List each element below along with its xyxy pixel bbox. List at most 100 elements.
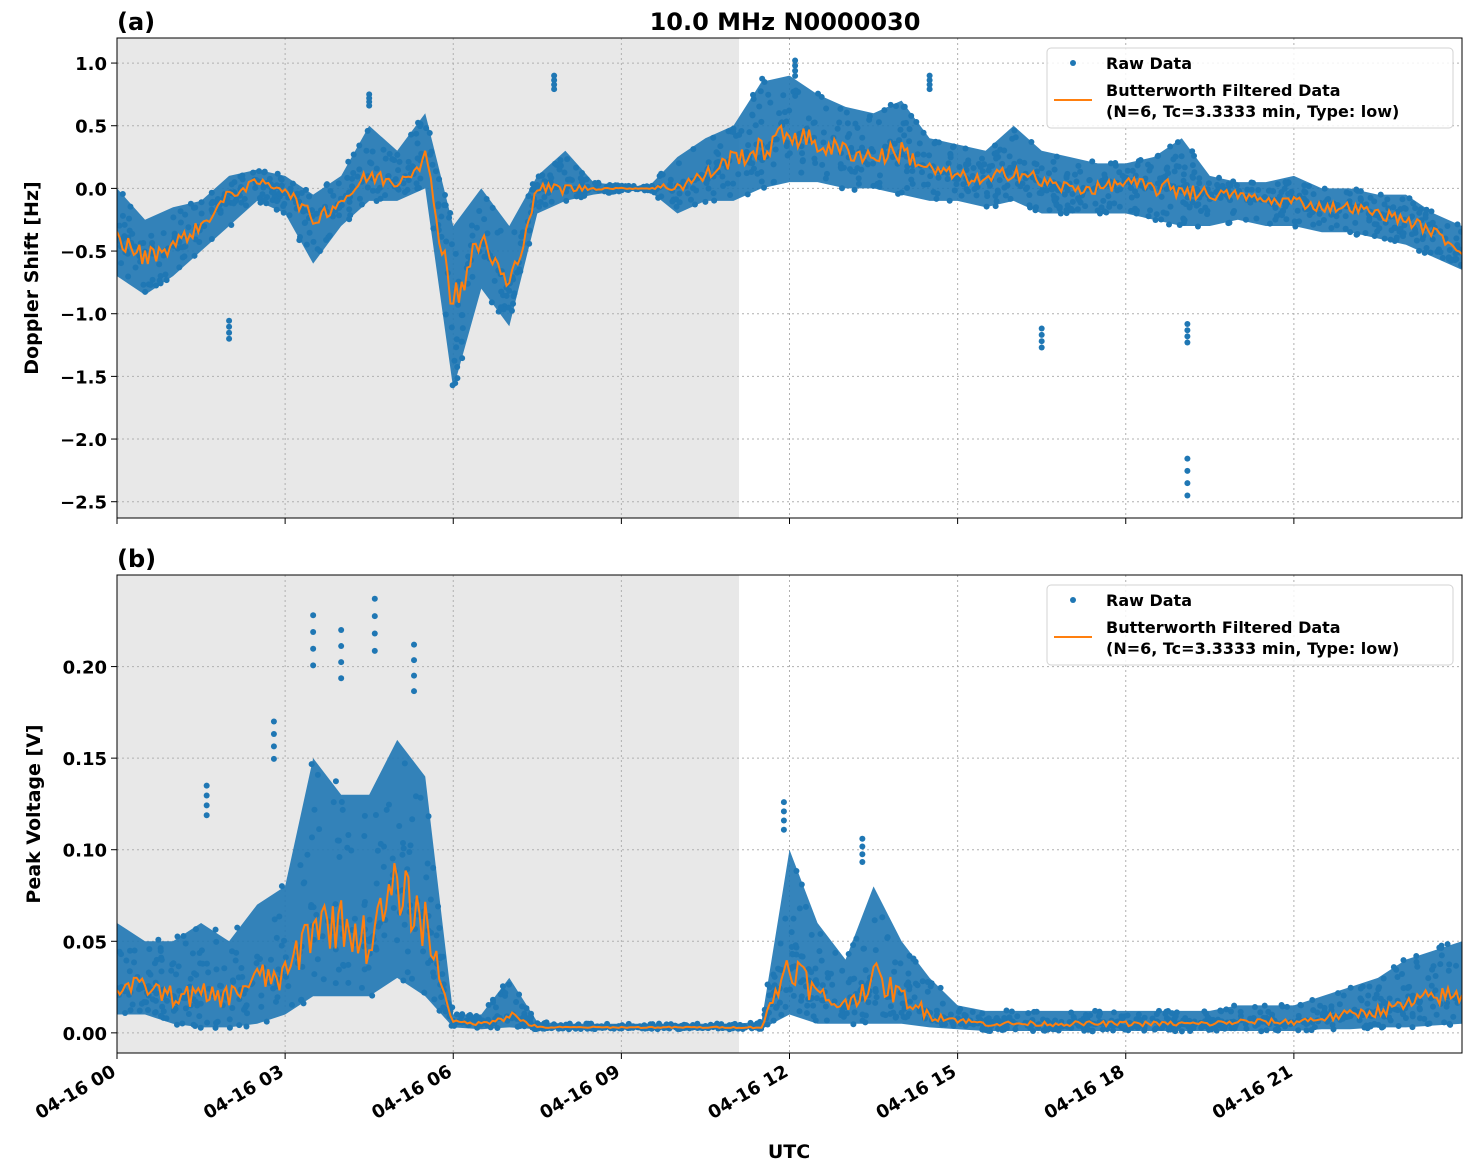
raw-data-point (1111, 200, 1118, 207)
raw-data-point (187, 200, 194, 207)
raw-data-point (793, 868, 800, 875)
raw-data-point (1400, 1011, 1407, 1018)
raw-data-point (1003, 1007, 1010, 1014)
raw-data-point (823, 1017, 830, 1024)
raw-data-point (979, 168, 986, 175)
raw-data-point (870, 160, 877, 167)
raw-data-point (1443, 1003, 1450, 1010)
raw-data-point (350, 170, 357, 177)
raw-data-point (908, 112, 915, 119)
raw-data-point (744, 191, 751, 198)
raw-data-point (969, 172, 976, 179)
raw-data-point (1052, 1017, 1059, 1024)
raw-data-point (715, 150, 722, 157)
raw-data-point (963, 162, 970, 169)
raw-data-point (394, 151, 401, 158)
raw-data-point (1250, 179, 1257, 186)
raw-data-point (1266, 187, 1273, 194)
raw-data-point (389, 855, 396, 862)
raw-data-point (469, 273, 476, 280)
raw-data-point (805, 115, 812, 122)
raw-data-point (1380, 998, 1387, 1005)
raw-data-point (488, 299, 495, 306)
raw-data-point (406, 848, 413, 855)
raw-data-point (1409, 1013, 1416, 1020)
raw-data-point (855, 180, 862, 187)
raw-data-point (366, 916, 373, 923)
raw-data-point (369, 187, 376, 194)
raw-data-point (258, 1003, 265, 1010)
raw-data-point (1006, 1014, 1013, 1021)
raw-data-point (927, 983, 934, 990)
raw-data-point (1069, 198, 1076, 205)
raw-data-point (173, 1021, 180, 1028)
raw-data-point (182, 211, 189, 218)
raw-data-point (687, 196, 694, 203)
raw-data-point (1230, 178, 1237, 185)
raw-data-outlier (551, 72, 558, 79)
raw-data-point (314, 956, 321, 963)
raw-data-point (381, 932, 388, 939)
raw-data-point (1223, 1006, 1230, 1013)
raw-data-outlier (226, 335, 233, 342)
raw-data-point (1128, 194, 1135, 201)
raw-data-point (1320, 216, 1327, 223)
raw-data-point (1227, 1008, 1234, 1015)
raw-data-point (1413, 953, 1420, 960)
raw-data-point (1135, 1011, 1142, 1018)
raw-data-point (1105, 193, 1112, 200)
raw-data-point (939, 1000, 946, 1007)
raw-data-point (466, 1012, 473, 1019)
raw-data-point (868, 146, 875, 153)
raw-data-point (983, 189, 990, 196)
raw-data-outlier (270, 743, 277, 750)
raw-data-point (212, 1024, 219, 1031)
raw-data-point (425, 813, 432, 820)
raw-data-point (850, 942, 857, 949)
raw-data-outlier (859, 851, 866, 858)
raw-data-point (287, 185, 294, 192)
raw-data-point (1050, 158, 1057, 165)
raw-data-point (330, 799, 337, 806)
raw-data-point (1156, 175, 1163, 182)
raw-data-point (1107, 160, 1114, 167)
raw-data-point (162, 271, 169, 278)
raw-data-point (1321, 185, 1328, 192)
raw-data-point (129, 1001, 136, 1008)
raw-data-point (1145, 213, 1152, 220)
raw-data-point (1075, 197, 1082, 204)
raw-data-point (1275, 1026, 1282, 1033)
raw-data-point (417, 794, 424, 801)
raw-data-point (314, 246, 321, 253)
raw-data-point (904, 1013, 911, 1020)
raw-data-point (669, 198, 676, 205)
raw-data-point (131, 959, 138, 966)
raw-data-point (1390, 964, 1397, 971)
raw-data-outlier (270, 730, 277, 737)
raw-data-point (1165, 170, 1172, 177)
doppler-panel: 1.0 0.5 0.0 −0.5 −1.0 −1.5 −2.0 −2.5 Raw Data But… (60, 37, 1463, 524)
raw-data-point (1189, 148, 1196, 155)
raw-data-point (180, 994, 187, 1001)
raw-data-point (956, 164, 963, 171)
raw-data-point (724, 180, 731, 187)
raw-data-point (1354, 231, 1361, 238)
raw-data-point (1266, 220, 1273, 227)
raw-data-outlier (926, 81, 933, 88)
axes-frame (116, 37, 1463, 519)
y-tick-label: 0.05 (63, 932, 107, 953)
raw-data-outlier (1184, 321, 1191, 328)
raw-data-point (725, 128, 732, 135)
raw-data-point (168, 967, 175, 974)
raw-data-outlier (411, 657, 418, 664)
raw-data-point (1193, 186, 1200, 193)
raw-data-point (1101, 208, 1108, 215)
raw-data-point (1317, 1002, 1324, 1009)
raw-data-point (1272, 204, 1279, 211)
raw-data-point (274, 994, 281, 1001)
raw-data-point (1014, 1013, 1021, 1020)
raw-data-point (516, 266, 523, 273)
raw-data-point (953, 181, 960, 188)
raw-data-point (278, 883, 285, 890)
raw-data-point (401, 189, 408, 196)
